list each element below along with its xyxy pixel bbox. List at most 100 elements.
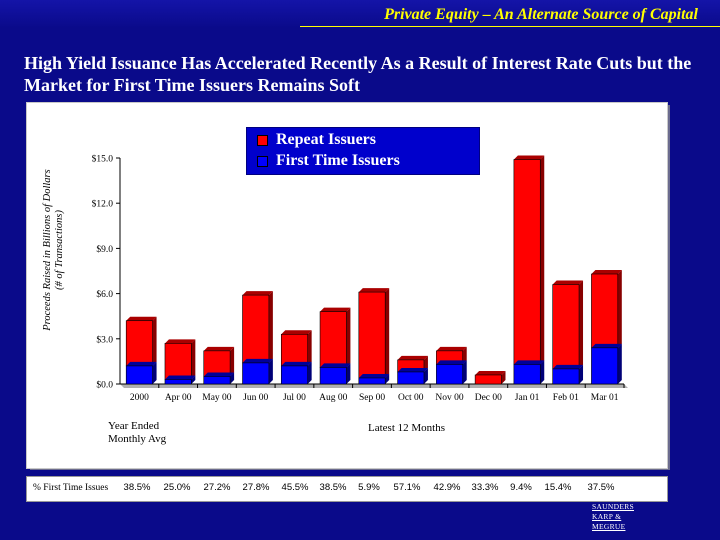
bar-first-time-8-side <box>462 360 467 384</box>
bar-repeat-9-top <box>475 370 506 375</box>
bar-first-time-0 <box>125 365 153 385</box>
bar-repeat-12 <box>591 273 619 349</box>
bar-first-time-2-side <box>230 372 235 384</box>
pct-value: 27.8% <box>242 482 270 493</box>
bar-first-time-1-top <box>164 375 196 380</box>
x-tick-label: Oct 00 <box>398 393 424 403</box>
bar-repeat-12-top <box>591 270 622 275</box>
bar-repeat-10 <box>513 159 541 365</box>
y-tick-label: $12.0 <box>92 199 114 210</box>
y-tick-label: $15.0 <box>92 154 114 165</box>
bar-repeat-9-side <box>501 370 506 384</box>
bar-first-time-8 <box>436 364 464 385</box>
bar-repeat-2-side <box>230 346 235 377</box>
bar-repeat-11 <box>552 284 580 370</box>
bar-first-time-8-top <box>436 360 467 365</box>
bar-repeat-12-side <box>617 270 622 348</box>
company-logo: SAUNDERS KARP & MEGRUE <box>592 502 634 532</box>
bar-repeat-5-top <box>320 307 351 312</box>
pct-value: 57.1% <box>393 482 421 493</box>
x-tick-label: Jul 00 <box>283 393 306 403</box>
x-tick-label: Sep 00 <box>359 393 385 403</box>
bar-repeat-4-side <box>307 330 312 366</box>
bar-repeat-11-top <box>552 280 584 285</box>
bar-repeat-1 <box>164 343 192 380</box>
bar-first-time-2-top <box>203 372 235 377</box>
x-tick-label: Feb 01 <box>553 393 579 403</box>
chart-legend: Repeat Issuers First Time Issuers <box>246 127 480 175</box>
y-tick-label: $6.0 <box>96 289 113 300</box>
bar-repeat-9 <box>474 374 502 385</box>
legend-swatch-first-time <box>257 155 268 167</box>
pct-value: 25.0% <box>163 482 191 493</box>
bar-first-time-12 <box>591 347 619 385</box>
pct-value: 27.2% <box>203 482 231 493</box>
bar-first-time-11-top <box>552 364 584 369</box>
x-tick-label: 2000 <box>130 393 149 403</box>
bar-repeat-5-side <box>346 307 351 368</box>
bar-first-time-5 <box>319 367 347 385</box>
pct-value: 15.4% <box>544 482 572 493</box>
x-tick-label: Apr 00 <box>165 393 192 403</box>
x-tick-label: Dec 00 <box>475 393 502 403</box>
bar-first-time-0-top <box>126 361 157 366</box>
bar-first-time-10 <box>513 364 541 385</box>
legend-label-repeat: Repeat Issuers <box>276 131 376 148</box>
bar-repeat-7-top <box>397 355 428 360</box>
bar-first-time-11-side <box>579 364 584 384</box>
x-tick-label: Nov 00 <box>435 393 463 403</box>
bar-first-time-5-top <box>320 363 351 368</box>
bar-first-time-12-top <box>591 343 622 348</box>
pct-value: 9.4% <box>510 482 532 493</box>
bar-repeat-4-top <box>281 330 312 335</box>
bar-repeat-0-side <box>152 316 157 366</box>
bar-repeat-0 <box>125 320 153 367</box>
bar-repeat-7-side <box>423 355 428 372</box>
bar-first-time-2 <box>203 376 231 385</box>
x-tick-label: Mar 01 <box>591 393 619 403</box>
bar-repeat-3-top <box>242 291 273 296</box>
bar-repeat-6-top <box>358 288 390 293</box>
bar-repeat-2-top <box>203 346 235 351</box>
bar-first-time-7-side <box>423 367 428 384</box>
y-tick-label: $0.0 <box>96 380 113 391</box>
bar-first-time-3-top <box>242 358 273 363</box>
slide-title: High Yield Issuance Has Accelerated Rece… <box>24 53 692 95</box>
pct-value: 38.5% <box>123 482 151 493</box>
bar-first-time-10-side <box>540 360 545 384</box>
bar-repeat-8-side <box>462 346 467 365</box>
pct-value: 37.5% <box>587 482 615 493</box>
y-tick-label: $9.0 <box>96 244 113 255</box>
bar-first-time-6-top <box>358 373 390 378</box>
pct-row-label: % First Time Issues <box>33 483 109 493</box>
bar-repeat-3-side <box>268 291 273 363</box>
bar-first-time-3-side <box>268 358 273 384</box>
pct-value: 33.3% <box>471 482 499 493</box>
legend-label-first-time: First Time Issuers <box>276 152 400 169</box>
plot-floor <box>120 384 628 388</box>
bar-first-time-7 <box>397 371 425 385</box>
y-tick-label: $3.0 <box>96 334 113 345</box>
pct-first-time-row: % First Time Issues 38.5% 25.0% 27.2% 27.8%… <box>26 476 668 502</box>
logo-line-2: KARP & <box>592 512 622 521</box>
logo-line-1: SAUNDERS <box>592 502 634 511</box>
pct-value: 42.9% <box>433 482 461 493</box>
bar-first-time-10-top <box>513 360 545 365</box>
bar-repeat-10-top <box>513 155 545 160</box>
x-tick-label: Jun 00 <box>243 393 268 403</box>
bar-repeat-0-top <box>126 316 157 321</box>
bar-first-time-0-side <box>152 361 157 384</box>
legend-swatch-repeat <box>257 134 268 146</box>
pct-value: 5.9% <box>358 482 380 493</box>
bar-first-time-7-top <box>397 367 428 372</box>
bar-first-time-5-side <box>346 363 351 384</box>
bar-repeat-2 <box>203 350 231 377</box>
x-tick-label: Aug 00 <box>319 393 347 403</box>
bar-first-time-1-side <box>191 375 196 384</box>
bar-first-time-11 <box>552 368 580 385</box>
bar-repeat-11-side <box>579 280 584 369</box>
bar-repeat-5 <box>319 311 347 368</box>
bar-first-time-6 <box>358 377 386 385</box>
bar-first-time-6-side <box>385 373 390 384</box>
